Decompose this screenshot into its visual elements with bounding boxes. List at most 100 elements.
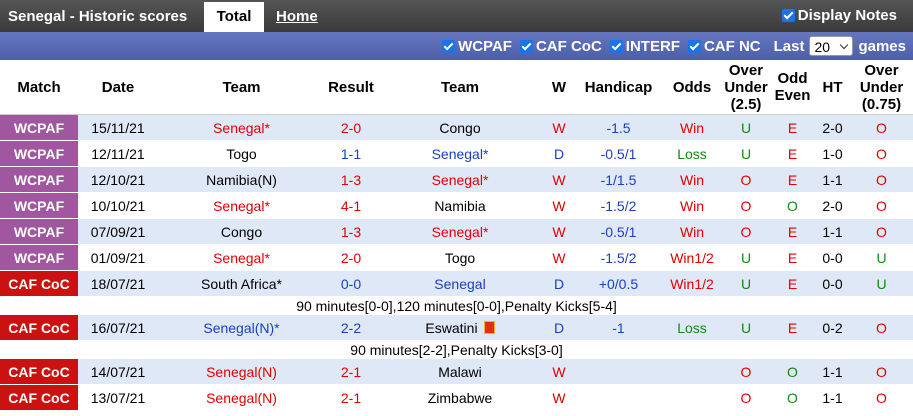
cell-text: 2-0: [822, 197, 843, 214]
cell: O: [850, 218, 913, 245]
column-header: Match: [0, 60, 78, 115]
checkbox[interactable]: [609, 39, 623, 53]
cell: CAF CoC: [0, 358, 78, 385]
cell: W: [543, 192, 575, 219]
cell-text: -1.5/2: [600, 197, 637, 214]
cell: D: [543, 270, 575, 297]
cell-text: O: [740, 363, 752, 380]
cell-text: 0-2: [822, 319, 843, 336]
cell-text: 0-0: [822, 275, 843, 292]
cell-text: U: [740, 119, 752, 136]
cell-text: Senegal*: [431, 171, 489, 188]
column-header: HT: [815, 60, 850, 115]
display-notes-label: Display Notes: [797, 7, 897, 24]
cell: 4-1: [325, 192, 377, 219]
cell-text: Namibia: [434, 197, 486, 214]
cell: O: [850, 384, 913, 411]
cell: Senegal*: [377, 218, 543, 245]
checkbox[interactable]: [687, 39, 701, 53]
cell-text: 2-0: [822, 119, 843, 136]
cell-text: O: [876, 171, 887, 188]
cell-text: -0.5/1: [600, 145, 637, 162]
cell-text: O: [876, 119, 887, 136]
filter-option[interactable]: INTERF: [609, 38, 680, 55]
cell: CAF CoC: [0, 270, 78, 297]
cell-text: 2-2: [340, 319, 362, 336]
cell-text: Senegal*: [213, 119, 270, 136]
cell-text: -1: [612, 319, 625, 336]
filter-option[interactable]: CAF CoC: [519, 38, 602, 55]
cell: -1.5: [575, 114, 662, 141]
cell-text: W: [552, 197, 566, 214]
display-notes[interactable]: Display Notes: [781, 7, 897, 24]
checkbox[interactable]: [442, 39, 456, 53]
cell-text: 1-3: [340, 171, 362, 188]
cell-text: O: [876, 145, 887, 162]
checkbox[interactable]: [519, 39, 533, 53]
table-row: 90 minutes[2-2],Penalty Kicks[3-0]: [0, 340, 913, 359]
table-row: WCPAF 01/09/21 Senegal* 2-0 Togo W -1.5/2 Win1/…: [0, 244, 913, 271]
cell-text: O: [876, 363, 887, 380]
cell: Senegal*: [377, 166, 543, 193]
table-row: WCPAF 12/10/21 Namibia(N) 1-3 Senegal* W -1/1.…: [0, 166, 913, 193]
cell: E: [770, 244, 815, 271]
games-select[interactable]: 20: [809, 36, 854, 56]
cell-text: Senegal*: [431, 223, 489, 240]
cell-text: Senegal*: [213, 249, 270, 266]
cell: 2-1: [325, 384, 377, 411]
tab-total[interactable]: Total: [204, 2, 264, 32]
cell-text: 0-0: [340, 275, 362, 292]
cell-text: +0/0.5: [598, 275, 639, 292]
cell: U: [722, 140, 770, 167]
cell-text: WCPAF: [13, 249, 65, 266]
cell-text: WCPAF: [13, 197, 65, 214]
cell: 1-3: [325, 166, 377, 193]
flag-icon: [483, 320, 495, 334]
cell: W: [543, 244, 575, 271]
filter-option[interactable]: WCPAF: [442, 38, 512, 55]
cell-text: 2-1: [340, 389, 362, 406]
column-header: Over Under (0.75): [850, 60, 913, 115]
cell: [662, 384, 722, 411]
cell: O: [850, 166, 913, 193]
cell: 2-0: [815, 114, 850, 141]
cell-text: U: [740, 319, 752, 336]
cell-text: W: [552, 249, 566, 266]
cell: WCPAF: [0, 192, 78, 219]
cell-text: O: [787, 197, 798, 214]
cell-text: Senegal*: [431, 145, 489, 162]
cell-text: W: [552, 119, 566, 136]
cell-text: 1-3: [340, 223, 362, 240]
cell: E: [770, 270, 815, 297]
cell: U: [850, 244, 913, 271]
table-body: WCPAF 15/11/21 Senegal* 2-0 Congo W -1.5 Win U E 2…: [0, 114, 913, 411]
checkbox[interactable]: [781, 9, 795, 22]
cell-text: 12/10/21: [90, 171, 146, 188]
cell-text: U: [740, 275, 752, 292]
cell: W: [543, 166, 575, 193]
cell: 07/09/21: [78, 218, 158, 245]
cell: WCPAF: [0, 114, 78, 141]
cell: Win: [662, 192, 722, 219]
cell-text: Malawi: [438, 363, 482, 380]
cell: 1-3: [325, 218, 377, 245]
cell: U: [722, 270, 770, 297]
cell-text: 2-1: [340, 363, 362, 380]
cell: CAF CoC: [0, 384, 78, 411]
cell: -1/1.5: [575, 166, 662, 193]
tab-home[interactable]: Home: [276, 8, 318, 25]
cell: WCPAF: [0, 140, 78, 167]
note: 90 minutes[0-0],120 minutes[0-0],Penalty…: [0, 296, 913, 315]
cell-text: E: [787, 249, 798, 266]
cell-text: Win: [679, 223, 705, 240]
cell-text: D: [553, 275, 565, 292]
column-header: Odds: [662, 60, 722, 115]
cell-text: Senegal(N)*: [203, 319, 280, 336]
cell: -1: [575, 314, 662, 341]
cell: E: [770, 166, 815, 193]
table-row: WCPAF 15/11/21 Senegal* 2-0 Congo W -1.5 Win U E 2…: [0, 114, 913, 141]
cell: 18/07/21: [78, 270, 158, 297]
cell: U: [850, 270, 913, 297]
filter-option[interactable]: CAF NC: [687, 38, 761, 55]
cell: WCPAF: [0, 244, 78, 271]
